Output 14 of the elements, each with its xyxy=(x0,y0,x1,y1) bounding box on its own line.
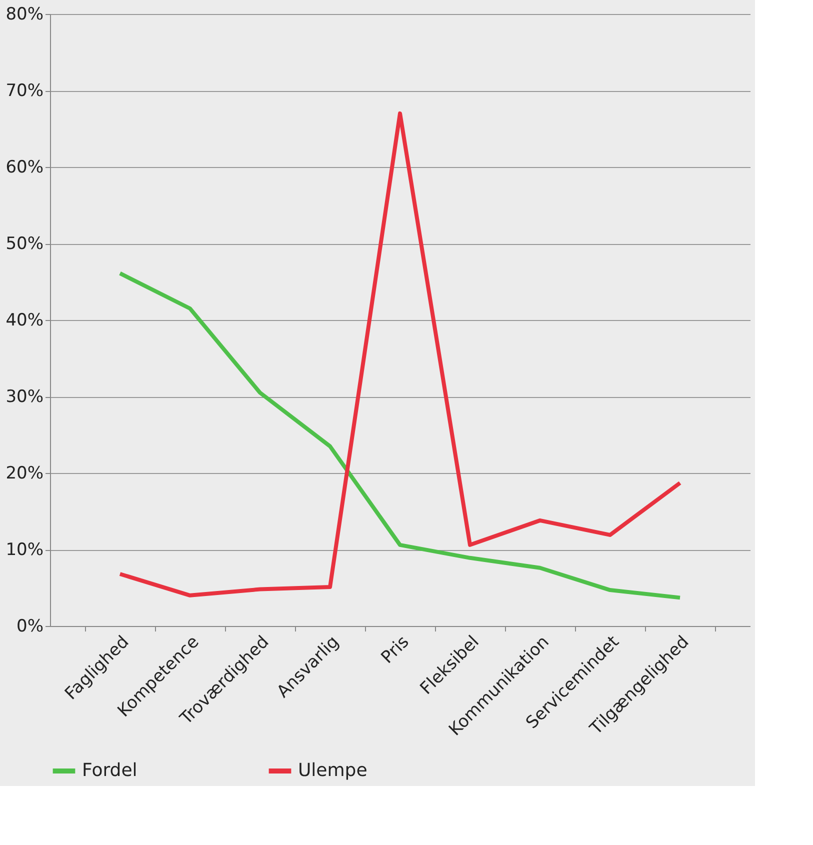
legend-label: Fordel xyxy=(82,760,138,781)
y-tick-label: 0% xyxy=(16,616,44,636)
y-tick-label: 20% xyxy=(6,464,44,484)
legend-label: Ulempe xyxy=(298,760,368,781)
y-tick-label: 60% xyxy=(6,158,44,178)
line-series xyxy=(118,111,682,598)
line-series xyxy=(118,271,682,600)
y-tick-label: 10% xyxy=(6,540,44,560)
y-tick-label: 80% xyxy=(6,4,44,24)
y-tick-label: 50% xyxy=(6,234,44,254)
y-tick-label: 40% xyxy=(6,310,44,330)
x-tick-label: Pris xyxy=(377,632,414,668)
y-tick-label: 30% xyxy=(6,387,44,407)
y-tick-label: 70% xyxy=(6,81,44,101)
